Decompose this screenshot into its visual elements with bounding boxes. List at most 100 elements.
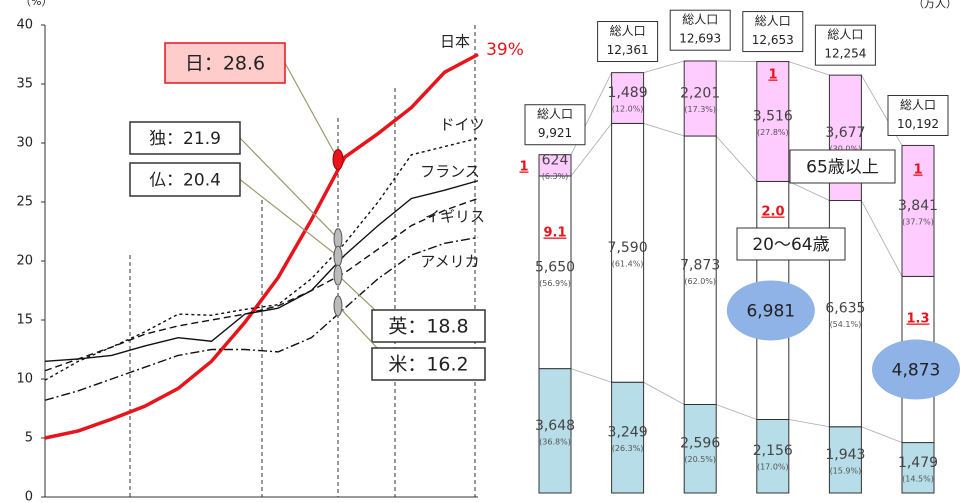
annotation-marker — [333, 295, 343, 317]
bar-segment — [756, 61, 790, 182]
value-bubble — [726, 280, 815, 341]
total-label: 12,653 — [752, 33, 794, 47]
series-line — [44, 197, 479, 372]
connector — [643, 60, 685, 74]
share-label: (15.9%) — [830, 466, 862, 475]
annotation-box — [371, 347, 486, 381]
bar-segment — [683, 403, 717, 494]
total-label: 12,254 — [824, 47, 866, 61]
series-label-box — [789, 149, 896, 184]
annotation-box — [129, 121, 241, 155]
connector — [861, 200, 903, 277]
bar-segment — [611, 72, 645, 124]
total-caption: 総人口 — [537, 107, 573, 121]
share-label: (61.4%) — [612, 259, 644, 268]
share-label: (27.8%) — [757, 128, 789, 137]
total-caption: 総人口 — [755, 14, 791, 28]
connector — [861, 426, 903, 443]
annotation-label: 米：16.2 — [388, 354, 468, 376]
total-box — [742, 11, 804, 53]
value-label: 6,635 — [825, 301, 865, 317]
connector — [570, 123, 612, 177]
bar-segment — [538, 368, 572, 494]
value-label: 3,841 — [898, 198, 938, 214]
value-label: 3,249 — [608, 425, 648, 441]
bar-segment — [538, 154, 572, 177]
y-tick-label: 40 — [16, 18, 33, 33]
value-label: 2,596 — [680, 436, 720, 452]
connector — [788, 181, 830, 201]
share-label: (12.0%) — [612, 105, 644, 114]
ratio-label: 1 — [913, 163, 922, 178]
annotation-label: 独：21.9 — [149, 129, 221, 149]
series-line — [44, 180, 479, 362]
ratio-label: 1 — [519, 160, 528, 175]
bar-segment — [756, 418, 790, 494]
share-label: (6.3%) — [542, 172, 569, 181]
leader-line — [239, 179, 339, 257]
connector — [643, 123, 685, 137]
connector — [570, 368, 612, 383]
value-label: 4,873 — [892, 360, 941, 380]
total-box — [524, 104, 586, 146]
value-label: 3,516 — [753, 109, 793, 125]
total-caption: 総人口 — [610, 24, 646, 38]
y-tick-label: 5 — [25, 431, 33, 446]
series-label: イギリス — [425, 208, 485, 226]
connector — [716, 60, 757, 62]
total-caption: 総人口 — [900, 98, 936, 112]
value-label: 624 — [542, 152, 569, 168]
y-tick-label: 35 — [16, 77, 33, 92]
ratio-label: 2.0 — [761, 205, 784, 220]
series-line — [44, 137, 479, 381]
unit-label: （万人） — [913, 0, 957, 10]
value-label: 3,648 — [535, 418, 575, 434]
value-label: 7,590 — [608, 240, 648, 256]
total-box — [597, 21, 659, 63]
total-label: 9,921 — [538, 126, 572, 140]
value-label: 3,677 — [825, 125, 865, 141]
annotation-label: 英：18.8 — [388, 316, 468, 338]
series-line — [44, 236, 479, 401]
y-tick-label: 10 — [16, 372, 33, 387]
annotation-marker — [333, 264, 343, 286]
y-tick-label: 25 — [16, 195, 33, 210]
share-label: (17.0%) — [757, 463, 789, 472]
annotation-label: 仏：20.4 — [149, 171, 221, 191]
leader-line — [239, 137, 339, 239]
annotation-marker — [333, 228, 343, 250]
annotation-box — [371, 309, 486, 343]
value-label: 1,479 — [898, 455, 938, 471]
share-label: (14.5%) — [902, 474, 934, 483]
end-label: 39% — [486, 40, 524, 60]
ratio-label: 1.3 — [906, 312, 929, 327]
series-label-box — [736, 227, 846, 261]
total-label: 10,192 — [897, 117, 939, 131]
value-label: 7,873 — [680, 257, 720, 273]
connector — [643, 381, 685, 405]
total-caption: 総人口 — [682, 13, 718, 27]
share-label: (17.3%) — [684, 105, 716, 114]
share-label: (20.5%) — [684, 455, 716, 464]
bar-segment — [683, 60, 717, 137]
ratio-label: 1 — [768, 68, 777, 83]
total-box — [814, 24, 876, 66]
bar-segment — [683, 135, 717, 405]
annotation-marker — [332, 149, 344, 171]
total-label: 12,361 — [607, 43, 649, 57]
share-label: (56.9%) — [539, 279, 571, 288]
connector — [716, 404, 757, 420]
annotation-box — [129, 162, 241, 197]
annotation-marker — [333, 245, 343, 267]
total-box — [669, 9, 731, 51]
series-label: アメリカ — [420, 253, 479, 271]
value-label: 1,943 — [825, 447, 865, 463]
series-label: 65歳以上 — [806, 158, 879, 178]
bar-segment — [611, 381, 645, 494]
annotation-label: 日：28.6 — [185, 53, 265, 75]
y-unit-label: （%） — [20, 0, 52, 8]
connector — [788, 61, 830, 76]
y-tick-label: 30 — [16, 136, 33, 151]
y-tick-label: 0 — [25, 490, 33, 503]
series-label: ドイツ — [439, 116, 484, 134]
